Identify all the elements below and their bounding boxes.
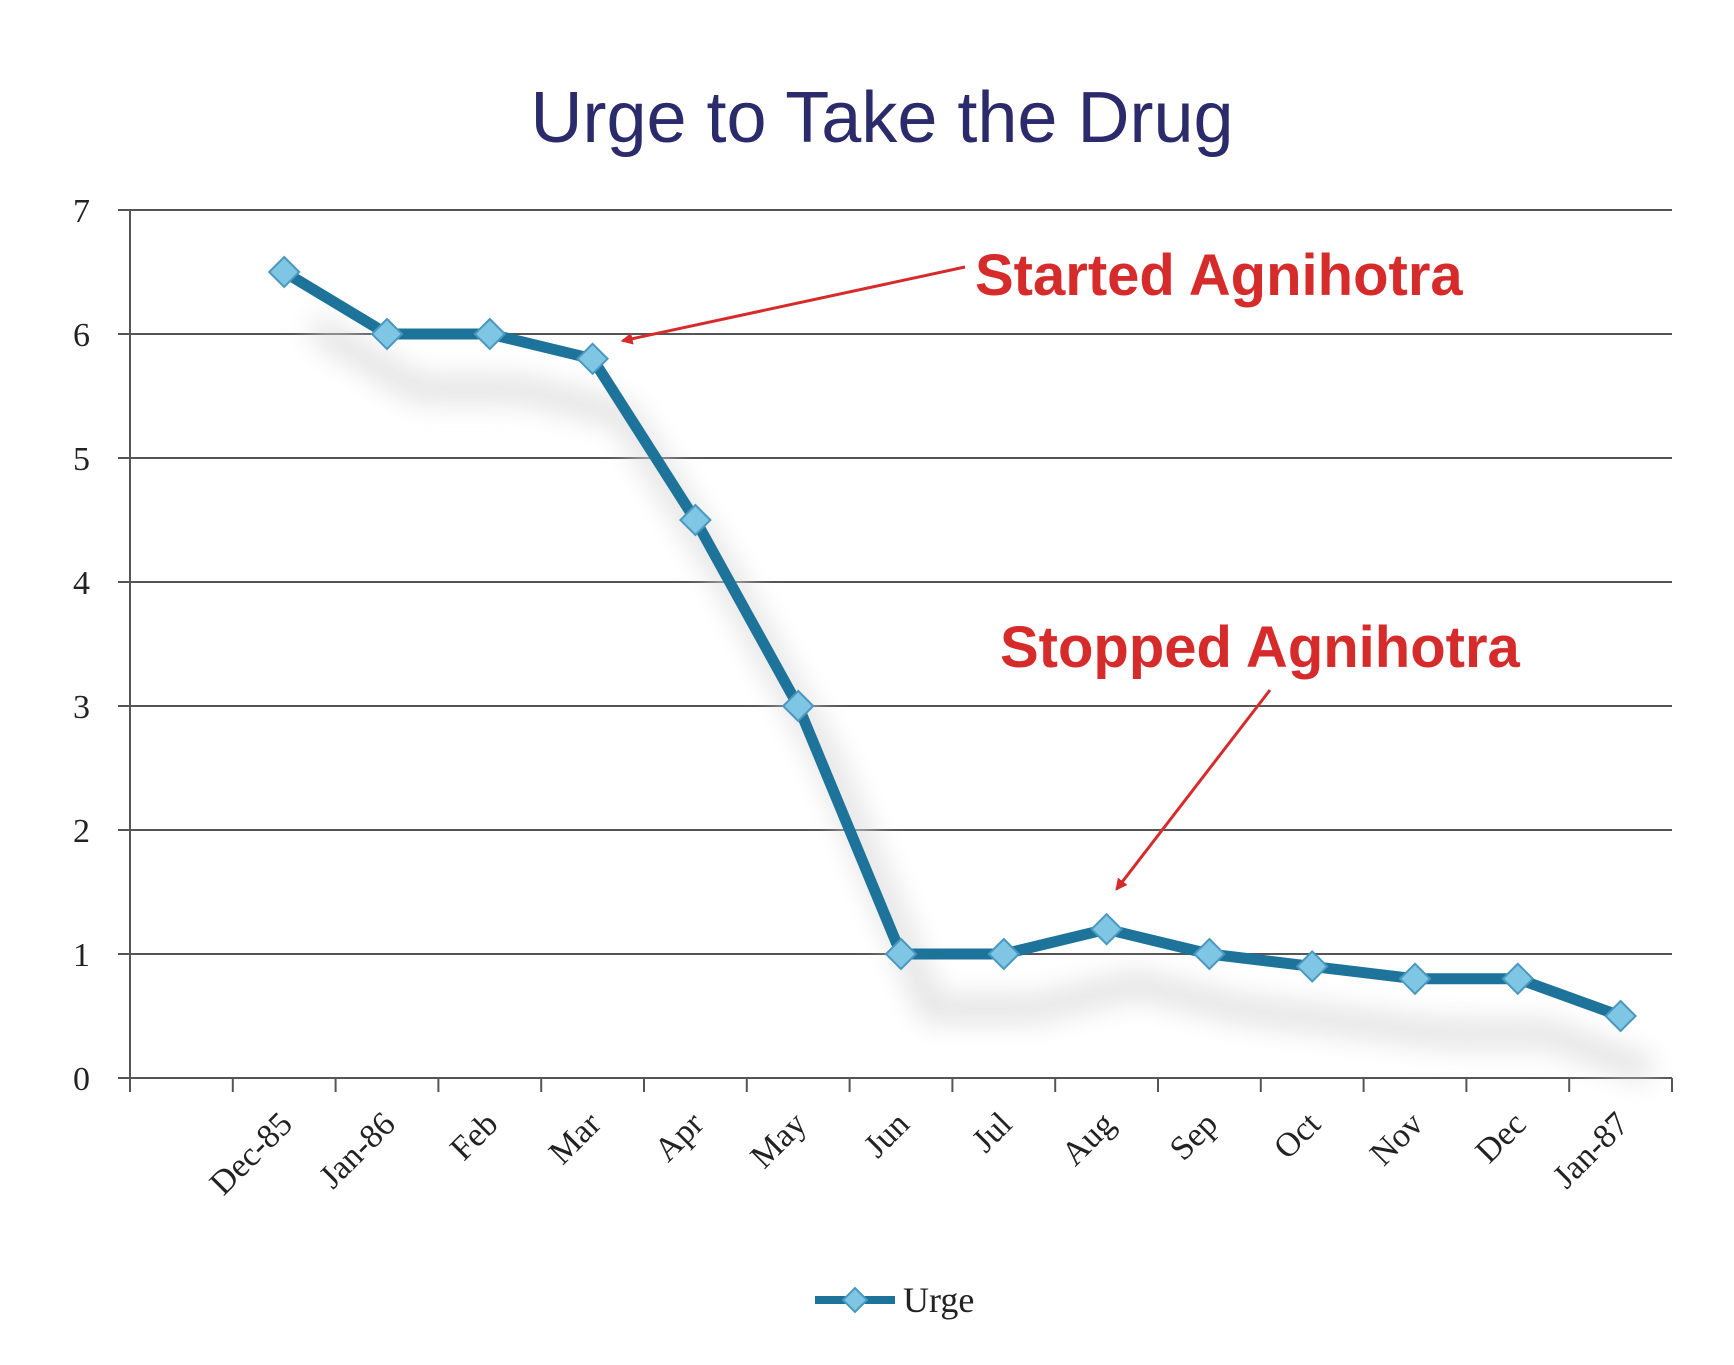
y-tick-labels: 0 1 2 3 4 5 6 7 [73,193,90,1098]
point-Jan-87 [1604,999,1638,1033]
series-shadow [308,316,1655,1083]
legend: Urge [815,1280,974,1320]
point-Apr [678,503,712,537]
annotation-started-label: Started Agnihotra [975,243,1463,308]
x-tick-label-9: Sep [1163,1105,1225,1167]
y-tick-label-5: 5 [73,441,90,478]
x-tick-label-7: Jul [965,1105,1019,1159]
annotation-stopped-label: Stopped Agnihotra [1000,615,1521,680]
x-tick-label-11: Nov [1363,1105,1431,1173]
x-tick-label-5: May [744,1105,814,1175]
point-Aug [1090,912,1124,946]
series-urge [267,255,1638,1033]
y-tick-label-6: 6 [73,317,90,354]
series-line-urge [278,266,1627,1022]
x-tick-label-1: Jan-86 [312,1105,402,1195]
point-Jul [987,937,1021,971]
chart-title: Urge to Take the Drug [530,78,1233,158]
point-Feb [473,317,507,351]
x-tick-label-3: Mar [542,1105,609,1172]
point-Nov [1398,962,1432,996]
x-tick-label-10: Oct [1267,1105,1328,1166]
x-tick-label-8: Aug [1055,1105,1123,1173]
x-tick-label-0: Dec-85 [203,1105,300,1202]
y-tick-label-2: 2 [73,813,90,850]
annotations: Started Agnihotra Stopped Agnihotra [620,243,1521,891]
annotation-stopped-arrow [1115,689,1272,891]
point-Dec [1501,962,1535,996]
y-tick-label-1: 1 [73,937,90,974]
point-Oct [1295,949,1329,983]
point-Sep [1192,937,1226,971]
y-tick-label-7: 7 [73,193,90,230]
point-Dec-85 [267,255,301,289]
y-tick-label-0: 0 [73,1061,90,1098]
point-Jan-86 [370,317,404,351]
x-tick-label-4: Apr [647,1105,711,1169]
series-shadow-line [308,316,1655,1083]
x-tick-label-12: Dec [1469,1105,1534,1170]
x-tick-label-13: Jan-87 [1546,1105,1636,1195]
point-Jun [884,937,918,971]
x-tick-labels: Dec-85 Jan-86 Feb Mar Apr May Jun Jul Aug Sep Oct N… [203,1105,1636,1202]
annotation-started-arrow [620,265,966,345]
x-tick-label-6: Jun [857,1105,917,1165]
y-tick-label-4: 4 [73,565,90,602]
point-May [781,689,815,723]
x-tick-label-2: Feb [443,1105,505,1167]
axes [118,209,1673,1092]
legend-marker-urge [841,1286,869,1314]
point-Mar [576,342,610,376]
y-tick-label-3: 3 [73,689,90,726]
legend-label-urge: Urge [903,1280,974,1320]
